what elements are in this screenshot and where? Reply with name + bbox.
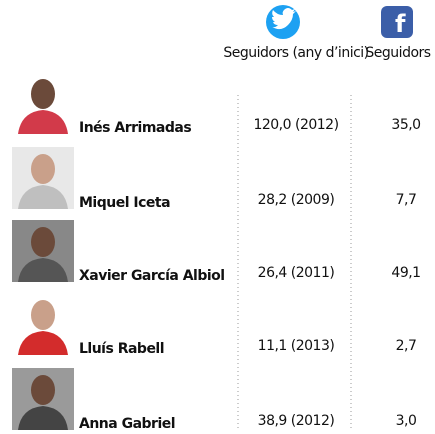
photo-head bbox=[31, 375, 55, 405]
facebook-followers: 7,7 bbox=[396, 192, 417, 208]
social-table: f Seguidors (any d’inici) Seguidors Inés… bbox=[0, 0, 435, 430]
twitter-followers: 26,4 (2011) bbox=[258, 265, 335, 281]
twitter-followers: 28,2 (2009) bbox=[258, 192, 335, 208]
name: Inés Arrimadas bbox=[79, 120, 191, 136]
photo-head bbox=[31, 154, 55, 184]
twitter-followers: 38,9 (2012) bbox=[258, 413, 335, 429]
name: Lluís Rabell bbox=[79, 341, 164, 357]
facebook-followers: 49,1 bbox=[391, 265, 420, 281]
facebook-followers: 35,0 bbox=[391, 117, 420, 133]
column-header: Seguidors (any d’inici) bbox=[223, 45, 368, 61]
photo-head bbox=[31, 227, 55, 257]
twitter-followers: 11,1 (2013) bbox=[258, 338, 335, 354]
rows: Inés Arrimadas 120,0 (2012) 35,0 Miquel Ice… bbox=[12, 72, 421, 430]
photo-head bbox=[31, 300, 55, 330]
facebook-f: f bbox=[395, 10, 406, 38]
name: Miquel Iceta bbox=[79, 195, 170, 211]
photo-head bbox=[31, 79, 55, 109]
facebook-followers: 3,0 bbox=[396, 413, 417, 429]
column-header: Seguidors bbox=[365, 45, 430, 61]
name: Xavier García Albiol bbox=[79, 268, 225, 284]
twitter-followers: 120,0 (2012) bbox=[253, 117, 338, 133]
facebook-followers: 2,7 bbox=[396, 338, 417, 354]
name: Anna Gabriel bbox=[79, 416, 175, 430]
